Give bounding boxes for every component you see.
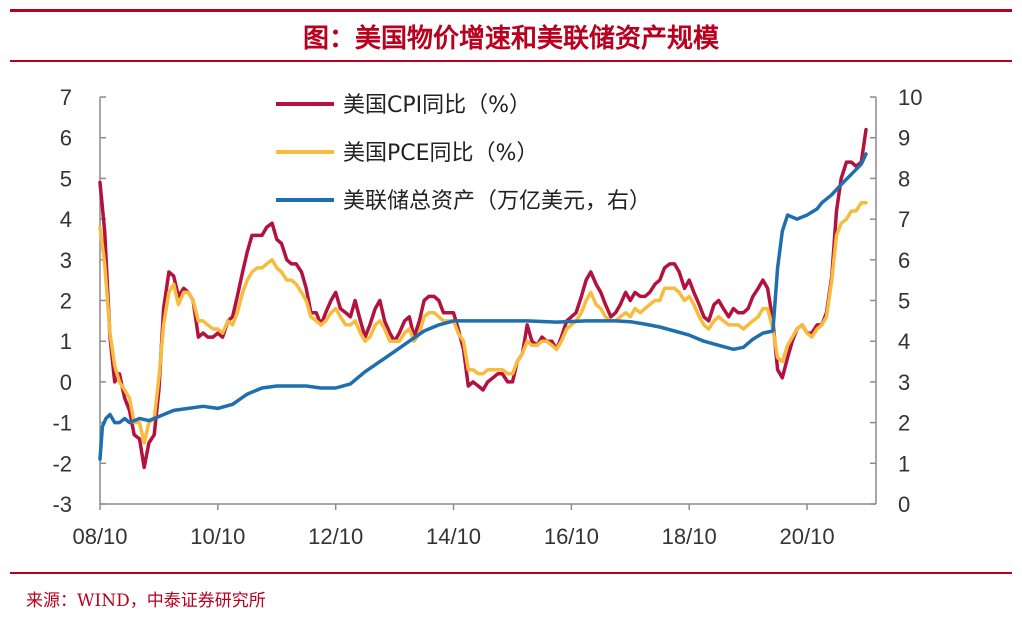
- left-tick-label: 6: [60, 126, 72, 151]
- pce-series-line: [98, 201, 868, 445]
- right-tick-label: 9: [898, 126, 910, 151]
- left-tick-label: 1: [60, 329, 72, 354]
- left-tick-label: 3: [60, 248, 72, 273]
- top-rule: [10, 9, 1012, 12]
- right-tick-label: 3: [898, 370, 910, 395]
- fed-assets-series-line: [98, 152, 868, 461]
- left-tick-label: 7: [60, 85, 72, 110]
- x-tick-label: 08/10: [72, 524, 127, 549]
- legend-pce-label: 美国PCE同比（%）: [343, 141, 538, 166]
- series-lines: [98, 127, 868, 470]
- left-tick-label: 0: [60, 370, 72, 395]
- axes: -3 -2 -1 0 1 2 3 4 5 6 7 0 1 2 3 4 5 6 7 8 9 10 08/10 10/10 12/1…: [52, 85, 922, 549]
- right-tick-label: 10: [898, 85, 922, 110]
- legend: 美国CPI同比（%） 美国PCE同比（%） 美联储总资产（万亿美元，右）: [276, 93, 651, 214]
- legend-cpi-label: 美国CPI同比（%）: [343, 93, 531, 118]
- right-tick-label: 6: [898, 248, 910, 273]
- left-tick-label: -2: [52, 451, 72, 476]
- left-tick-label: 5: [60, 166, 72, 191]
- left-tick-label: 2: [60, 289, 72, 314]
- x-tick-label: 10/10: [190, 524, 245, 549]
- left-tick-label: -1: [52, 411, 72, 436]
- right-tick-label: 7: [898, 207, 910, 232]
- right-tick-label: 8: [898, 166, 910, 191]
- legend-fed-assets-label: 美联储总资产（万亿美元，右）: [343, 189, 651, 214]
- cpi-series-line: [98, 127, 868, 470]
- x-tick-label: 18/10: [662, 524, 717, 549]
- x-tick-label: 12/10: [308, 524, 363, 549]
- right-tick-label: 0: [898, 492, 910, 517]
- right-tick-label: 4: [898, 329, 910, 354]
- chart-title: 图：美国物价增速和美联储资产规模: [302, 24, 719, 54]
- right-tick-label: 5: [898, 289, 910, 314]
- left-tick-label: 4: [60, 207, 72, 232]
- x-tick-label: 16/10: [544, 524, 599, 549]
- right-tick-label: 1: [898, 451, 910, 476]
- title-rule: [10, 60, 1012, 62]
- left-tick-label: -3: [52, 492, 72, 517]
- x-tick-label: 20/10: [780, 524, 835, 549]
- x-tick-label: 14/10: [426, 524, 481, 549]
- bottom-rule: [10, 572, 1012, 574]
- source-note: 来源：WIND，中泰证券研究所: [26, 591, 266, 611]
- right-tick-label: 2: [898, 411, 910, 436]
